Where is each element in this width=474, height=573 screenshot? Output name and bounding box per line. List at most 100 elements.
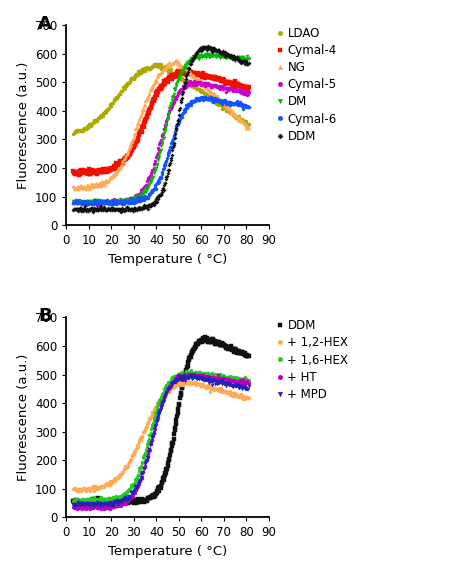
- + HT: [101, 506, 107, 513]
- Line: + HT: + HT: [72, 372, 250, 511]
- Cymal-6: [175, 120, 181, 127]
- DDM: [178, 389, 184, 396]
- LDAO: [219, 103, 225, 110]
- + 1,6-HEX: [89, 499, 94, 506]
- DM: [175, 78, 181, 85]
- LDAO: [71, 129, 77, 136]
- LDAO: [175, 72, 181, 79]
- Line: NG: NG: [72, 59, 250, 190]
- Cymal-6: [246, 103, 252, 110]
- + MPD: [246, 383, 252, 390]
- Y-axis label: Fluorescence (a.u.): Fluorescence (a.u.): [17, 354, 29, 481]
- + 1,2-HEX: [219, 386, 225, 393]
- + 1,2-HEX: [175, 381, 181, 388]
- + 1,6-HEX: [246, 377, 252, 384]
- + 1,6-HEX: [219, 374, 225, 381]
- Cymal-4: [71, 168, 77, 175]
- LDAO: [175, 73, 181, 80]
- + HT: [219, 377, 225, 384]
- Cymal-5: [178, 85, 184, 92]
- DDM: [205, 42, 210, 49]
- Legend: LDAO, Cymal-4, NG, Cymal-5, DM, Cymal-6, DDM: LDAO, Cymal-4, NG, Cymal-5, DM, Cymal-6,…: [277, 27, 337, 143]
- Line: Cymal-6: Cymal-6: [72, 95, 250, 206]
- Cymal-6: [178, 111, 184, 118]
- DDM: [83, 502, 89, 509]
- + HT: [246, 380, 252, 387]
- Legend: DDM, + 1,2-HEX, + 1,6-HEX, + HT, + MPD: DDM, + 1,2-HEX, + 1,6-HEX, + HT, + MPD: [277, 319, 348, 401]
- Cymal-6: [70, 199, 76, 206]
- + 1,2-HEX: [230, 390, 236, 397]
- + 1,2-HEX: [74, 488, 80, 494]
- NG: [70, 183, 76, 190]
- DM: [202, 50, 208, 57]
- + MPD: [71, 501, 77, 508]
- DDM: [175, 117, 181, 124]
- Cymal-5: [70, 199, 76, 206]
- Cymal-5: [230, 85, 236, 92]
- Cymal-5: [175, 90, 181, 97]
- DDM: [70, 498, 76, 505]
- + 1,6-HEX: [188, 367, 194, 374]
- + MPD: [230, 383, 236, 390]
- DDM: [230, 55, 236, 62]
- + MPD: [178, 375, 184, 382]
- Cymal-6: [208, 93, 214, 100]
- DDM: [219, 339, 225, 346]
- Cymal-4: [182, 66, 188, 73]
- Cymal-4: [175, 68, 181, 75]
- Line: DDM: DDM: [72, 336, 250, 507]
- NG: [74, 186, 80, 193]
- NG: [179, 62, 184, 69]
- + 1,2-HEX: [70, 486, 76, 493]
- Line: DM: DM: [72, 52, 250, 206]
- Line: Cymal-5: Cymal-5: [72, 80, 250, 206]
- DM: [71, 199, 77, 206]
- + 1,2-HEX: [182, 378, 188, 384]
- Line: + MPD: + MPD: [72, 374, 250, 507]
- LDAO: [70, 130, 76, 137]
- NG: [176, 64, 182, 70]
- + 1,6-HEX: [175, 372, 181, 379]
- DDM: [246, 60, 252, 67]
- NG: [219, 99, 225, 106]
- DM: [175, 76, 181, 83]
- Line: LDAO: LDAO: [72, 62, 250, 135]
- + 1,2-HEX: [178, 381, 184, 388]
- Line: Cymal-4: Cymal-4: [72, 68, 250, 176]
- DM: [219, 52, 225, 58]
- Text: A: A: [38, 15, 52, 33]
- + 1,2-HEX: [246, 394, 252, 401]
- Line: DDM: DDM: [72, 44, 250, 214]
- DM: [178, 68, 184, 75]
- Cymal-4: [175, 69, 181, 76]
- Cymal-5: [94, 201, 100, 208]
- LDAO: [246, 121, 252, 128]
- Cymal-4: [219, 77, 225, 84]
- Cymal-6: [94, 201, 100, 208]
- DDM: [230, 345, 236, 352]
- Cymal-5: [71, 198, 77, 205]
- + HT: [187, 370, 193, 377]
- LDAO: [154, 60, 159, 67]
- Line: + 1,6-HEX: + 1,6-HEX: [72, 368, 250, 504]
- DDM: [90, 209, 96, 215]
- Cymal-6: [219, 101, 225, 108]
- + 1,6-HEX: [70, 497, 76, 504]
- DDM: [175, 406, 181, 413]
- + MPD: [188, 372, 193, 379]
- Cymal-5: [246, 89, 252, 96]
- DDM: [175, 117, 181, 124]
- + MPD: [110, 503, 116, 509]
- Cymal-6: [230, 101, 236, 108]
- NG: [246, 124, 252, 131]
- Y-axis label: Fluorescence (a.u.): Fluorescence (a.u.): [17, 61, 29, 189]
- LDAO: [230, 112, 236, 119]
- + HT: [71, 503, 77, 510]
- DM: [109, 201, 115, 208]
- + 1,2-HEX: [71, 486, 77, 493]
- LDAO: [178, 75, 184, 82]
- + 1,6-HEX: [71, 497, 77, 504]
- Cymal-5: [219, 83, 225, 90]
- Cymal-6: [175, 121, 181, 128]
- + 1,2-HEX: [175, 380, 181, 387]
